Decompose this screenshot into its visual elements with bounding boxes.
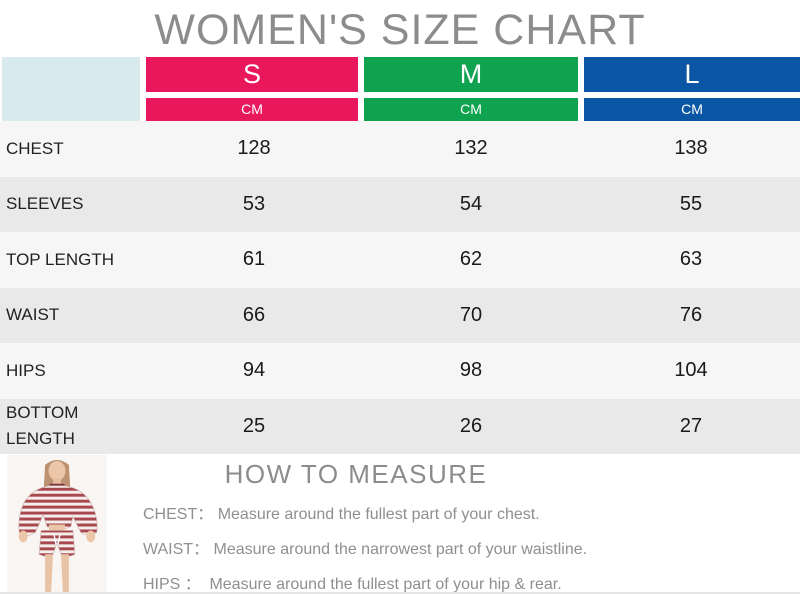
unit-header-m: CM: [364, 98, 578, 121]
measure-text: Measure around the narrowest part of you…: [213, 541, 588, 558]
cell-value: 94: [242, 359, 266, 382]
page-title: WOMEN'S SIZE CHART: [154, 6, 646, 54]
corner-cell: [2, 57, 140, 121]
how-to-measure-heading: HOW TO MEASURE: [224, 459, 488, 489]
measure-item-waist: WAIST： Measure around the narrowest part…: [143, 532, 800, 567]
measure-item-chest: CHEST： Measure around the fullest part o…: [143, 497, 800, 532]
size-table-header: S CM M CM L CM: [2, 57, 800, 121]
table-row-top-length: TOP LENGTH 61 62 63: [0, 232, 800, 288]
measure-text: Measure around the fullest part of your …: [217, 506, 540, 523]
size-column-s: S CM: [146, 57, 358, 121]
size-table-body: CHEST 128 132 138 SLEEVES 53 54 55 TOP L…: [0, 121, 800, 454]
row-label: WAIST: [6, 305, 60, 325]
cell-value: 55: [679, 192, 703, 215]
measure-item-hips: HIPS ： Measure around the fullest part o…: [143, 567, 800, 593]
how-to-measure-list: CHEST： Measure around the fullest part o…: [143, 497, 800, 593]
cell-value: 138: [674, 137, 708, 160]
size-header-s: S: [146, 57, 358, 92]
cell-value: 54: [459, 192, 483, 215]
measure-label: CHEST：: [143, 506, 214, 523]
measure-label: WAIST：: [143, 541, 210, 558]
measure-label: HIPS ：: [143, 576, 201, 593]
unit-header-s: CM: [146, 98, 358, 121]
cell-value: 63: [679, 248, 703, 271]
cell-value: 76: [679, 303, 703, 326]
cell-value: 104: [674, 359, 708, 382]
cell-value: 53: [242, 192, 266, 215]
table-row-bottom-length: BOTTOM LENGTH 25 26 27: [0, 398, 800, 454]
unit-header-l: CM: [584, 98, 800, 121]
cell-value: 70: [459, 303, 483, 326]
size-header-l: L: [584, 57, 800, 92]
row-label: TOP LENGTH: [6, 249, 115, 269]
row-label: SLEEVES: [6, 194, 84, 214]
table-row-sleeves: SLEEVES 53 54 55: [0, 176, 800, 232]
row-label: HIPS: [6, 360, 46, 380]
cell-value: 128: [237, 137, 271, 160]
cell-value: 132: [454, 137, 488, 160]
table-row-waist: WAIST 66 70 76: [0, 287, 800, 343]
cell-value: 66: [242, 303, 266, 326]
measure-text: Measure around the fullest part of your …: [209, 576, 562, 593]
model-photo: [7, 455, 107, 592]
table-row-hips: HIPS 94 98 104: [0, 343, 800, 399]
cell-value: 62: [459, 248, 483, 271]
table-row-chest: CHEST 128 132 138: [0, 121, 800, 177]
size-column-m: M CM: [364, 57, 578, 121]
cell-value: 25: [242, 414, 266, 437]
cell-value: 27: [679, 414, 703, 437]
cell-value: 26: [459, 414, 483, 437]
size-column-l: L CM: [584, 57, 800, 121]
row-label: CHEST: [6, 138, 64, 158]
cell-value: 98: [459, 359, 483, 382]
size-header-m: M: [364, 57, 578, 92]
cell-value: 61: [242, 248, 266, 271]
size-table: S CM M CM L CM CHEST 128 132 138 SLEEVES: [0, 57, 800, 454]
row-label: BOTTOM LENGTH: [6, 402, 79, 449]
